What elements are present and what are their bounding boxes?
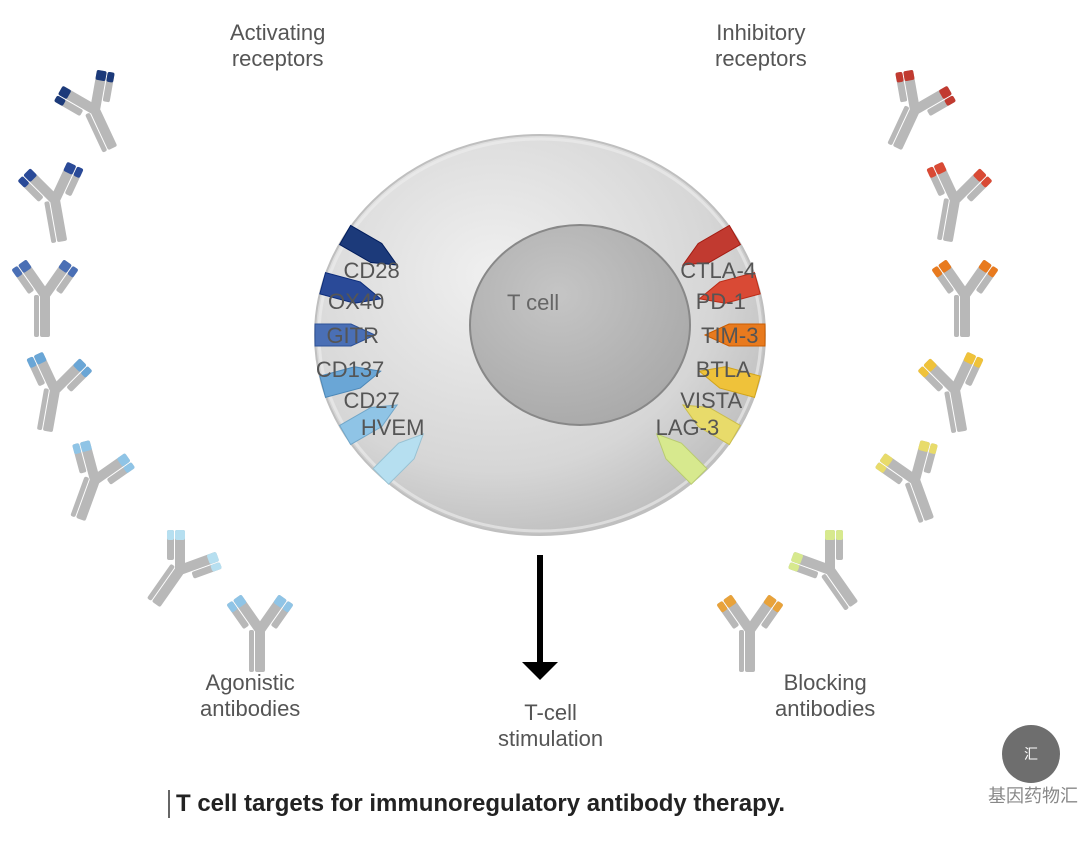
- watermark-text: 基因药物汇: [988, 782, 1078, 808]
- receptor-label-tim-3: TIM-3: [701, 323, 758, 349]
- title-inhibitory: Inhibitory receptors: [715, 20, 807, 73]
- receptor-label-vista: VISTA: [680, 388, 742, 414]
- title-stimulation: T-cell stimulation: [498, 700, 603, 753]
- title-agonistic: Agonistic antibodies: [200, 670, 300, 723]
- receptor-label-gitr: GITR: [326, 323, 379, 349]
- receptor-label-hvem: HVEM: [361, 415, 425, 441]
- caption-divider: [168, 790, 170, 818]
- receptor-label-lag-3: LAG-3: [656, 415, 720, 441]
- watermark-icon: 汇: [1002, 725, 1060, 783]
- cell-label: T cell: [507, 290, 559, 316]
- figure-caption: T cell targets for immunoregulatory anti…: [176, 790, 785, 818]
- diagram-stage: { "canvas": {"w":1080,"h":858,"bg":"#fff…: [0, 0, 1080, 858]
- receptor-label-cd28: CD28: [344, 258, 400, 284]
- receptor-label-cd137: CD137: [316, 357, 384, 383]
- receptor-label-pd-1: PD-1: [696, 289, 746, 315]
- receptor-label-ctla-4: CTLA-4: [680, 258, 756, 284]
- title-blocking: Blocking antibodies: [775, 670, 875, 723]
- receptor-label-btla: BTLA: [696, 357, 751, 383]
- receptor-label-ox40: OX40: [328, 289, 384, 315]
- receptor-label-cd27: CD27: [344, 388, 400, 414]
- title-activating: Activating receptors: [230, 20, 325, 73]
